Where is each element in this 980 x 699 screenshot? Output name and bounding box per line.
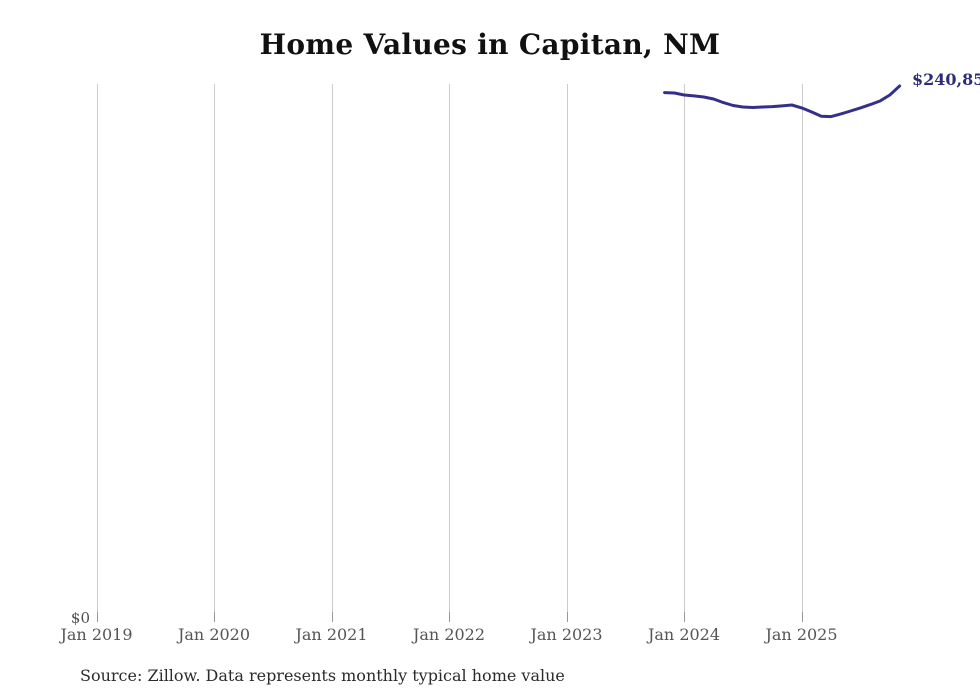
line-series xyxy=(663,84,902,119)
x-axis-tick xyxy=(331,612,333,622)
x-axis-label: Jan 2025 xyxy=(765,625,838,644)
x-axis-label: Jan 2020 xyxy=(177,625,251,644)
y-axis-zero-label: $0 xyxy=(70,609,90,627)
x-axis-label: Jan 2022 xyxy=(412,625,486,644)
x-axis-label: Jan 2021 xyxy=(295,625,368,644)
gridline xyxy=(684,84,685,612)
gridline xyxy=(566,84,568,612)
x-axis-tick xyxy=(566,612,568,622)
series-end-value-label: $240,853 xyxy=(912,70,980,89)
gridline xyxy=(801,84,803,612)
x-axis-tick xyxy=(449,612,450,622)
gridline xyxy=(449,84,450,612)
x-axis-tick xyxy=(801,612,803,622)
gridline xyxy=(214,84,215,612)
x-axis-tick xyxy=(684,612,685,622)
chart-title: Home Values in Capitan, NM xyxy=(259,28,721,61)
gridline xyxy=(331,84,333,612)
gridline xyxy=(96,84,98,612)
x-axis-label: Jan 2023 xyxy=(530,625,603,644)
source-note: Source: Zillow. Data represents monthly … xyxy=(80,666,565,685)
x-axis-label: Jan 2024 xyxy=(647,625,721,644)
x-axis-tick xyxy=(96,612,98,622)
x-axis-tick xyxy=(214,612,215,622)
x-axis-label: Jan 2019 xyxy=(60,625,133,644)
